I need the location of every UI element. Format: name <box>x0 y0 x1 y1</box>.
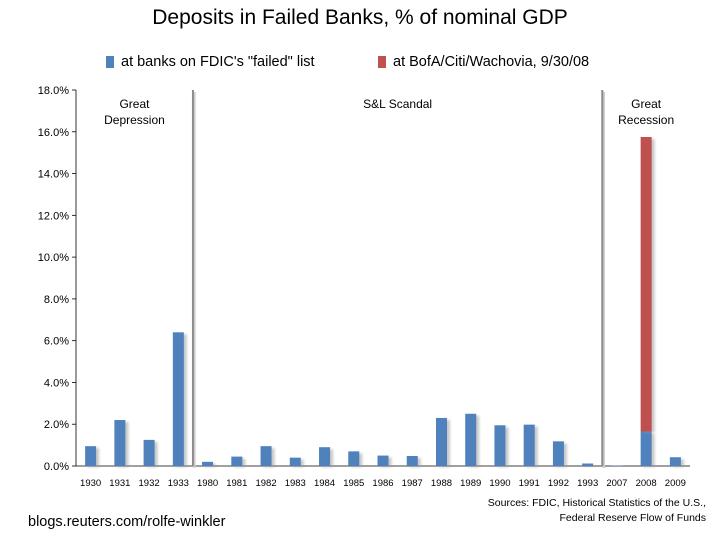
bar-1933-series-0 <box>172 332 184 466</box>
y-tick-label: 10.0% <box>38 252 69 264</box>
x-tick-label-2008: 2008 <box>636 478 657 489</box>
y-tick-label: 14.0% <box>38 169 69 181</box>
x-tick-label-1932: 1932 <box>139 478 160 489</box>
chart-title: Deposits in Failed Banks, % of nominal G… <box>152 6 568 29</box>
bar-2008-series-0 <box>640 431 652 466</box>
era-label-2-line-1: Recession <box>618 113 674 127</box>
bar-1981-series-0 <box>231 456 243 466</box>
y-tick-label: 6.0% <box>44 336 69 348</box>
y-tick-label: 0.0% <box>44 461 69 473</box>
legend-item-fdic: at banks on FDIC's "failed" list <box>106 54 315 70</box>
x-tick-label-1985: 1985 <box>343 478 364 489</box>
x-tick-label-1931: 1931 <box>109 478 130 489</box>
bar-shadow <box>585 465 597 467</box>
bar-1991-series-0 <box>523 424 535 466</box>
y-tick-label: 12.0% <box>38 210 69 222</box>
legend-label-fdic: at banks on FDIC's "failed" list <box>121 54 315 70</box>
y-tick-label: 8.0% <box>44 294 69 306</box>
bar-1980-series-0 <box>202 461 214 466</box>
x-tick-label-1933: 1933 <box>168 478 189 489</box>
x-tick-label-1993: 1993 <box>577 478 598 489</box>
legend-swatch-bofa <box>378 56 386 68</box>
bar-2009-series-0 <box>669 457 681 466</box>
source-note: Sources: FDIC, Historical Statistics of … <box>488 496 706 526</box>
bar-1990-series-0 <box>494 425 506 466</box>
bar-1986-series-0 <box>377 455 389 466</box>
source-line-2: Federal Reserve Flow of Funds <box>559 512 706 524</box>
y-tick-label: 2.0% <box>44 419 69 431</box>
x-tick-label-1986: 1986 <box>372 478 393 489</box>
era-label-1-line-0: S&L Scandal <box>363 97 432 111</box>
bar-2008-series-1 <box>640 137 652 432</box>
bar-1982-series-0 <box>260 446 272 466</box>
x-tick-label-2009: 2009 <box>665 478 686 489</box>
bar-1932-series-0 <box>143 439 155 466</box>
legend-item-bofa: at BofA/Citi/Wachovia, 9/30/08 <box>378 54 589 70</box>
bar-1993-series-0 <box>582 463 594 466</box>
legend: at banks on FDIC's "failed" list at BofA… <box>0 54 720 74</box>
x-tick-label-1980: 1980 <box>197 478 218 489</box>
x-tick-label-1981: 1981 <box>226 478 247 489</box>
x-tick-label-1988: 1988 <box>431 478 452 489</box>
bar-1930-series-0 <box>85 446 97 466</box>
legend-swatch-fdic <box>106 56 114 68</box>
era-label-2-line-0: Great <box>631 97 662 111</box>
x-tick-label-1982: 1982 <box>255 478 276 489</box>
bar-1931-series-0 <box>114 420 126 466</box>
x-tick-label-1990: 1990 <box>489 478 510 489</box>
x-tick-label-1992: 1992 <box>548 478 569 489</box>
x-tick-label-1989: 1989 <box>460 478 481 489</box>
bar-1984-series-0 <box>319 447 331 466</box>
y-tick-label: 16.0% <box>38 127 69 139</box>
x-tick-label-2007: 2007 <box>606 478 627 489</box>
x-tick-label-1983: 1983 <box>285 478 306 489</box>
bar-1985-series-0 <box>348 451 360 466</box>
x-tick-label-1987: 1987 <box>402 478 423 489</box>
x-tick-label-1991: 1991 <box>519 478 540 489</box>
bar-1989-series-0 <box>465 413 477 466</box>
x-tick-label-1930: 1930 <box>80 478 101 489</box>
era-label-0-line-0: Great <box>119 97 150 111</box>
source-line-1: Sources: FDIC, Historical Statistics of … <box>487 497 706 509</box>
bar-1987-series-0 <box>406 455 418 466</box>
era-label-0-line-1: Depression <box>104 113 165 127</box>
credit-link: blogs.reuters.com/rolfe-winkler <box>28 514 226 530</box>
bar-1988-series-0 <box>435 417 447 466</box>
y-tick-label: 4.0% <box>44 377 69 389</box>
y-tick-label: 18.0% <box>38 85 69 97</box>
x-tick-label-1984: 1984 <box>314 478 335 489</box>
bar-1983-series-0 <box>289 457 301 466</box>
bar-1992-series-0 <box>552 441 564 466</box>
legend-label-bofa: at BofA/Citi/Wachovia, 9/30/08 <box>393 54 590 70</box>
